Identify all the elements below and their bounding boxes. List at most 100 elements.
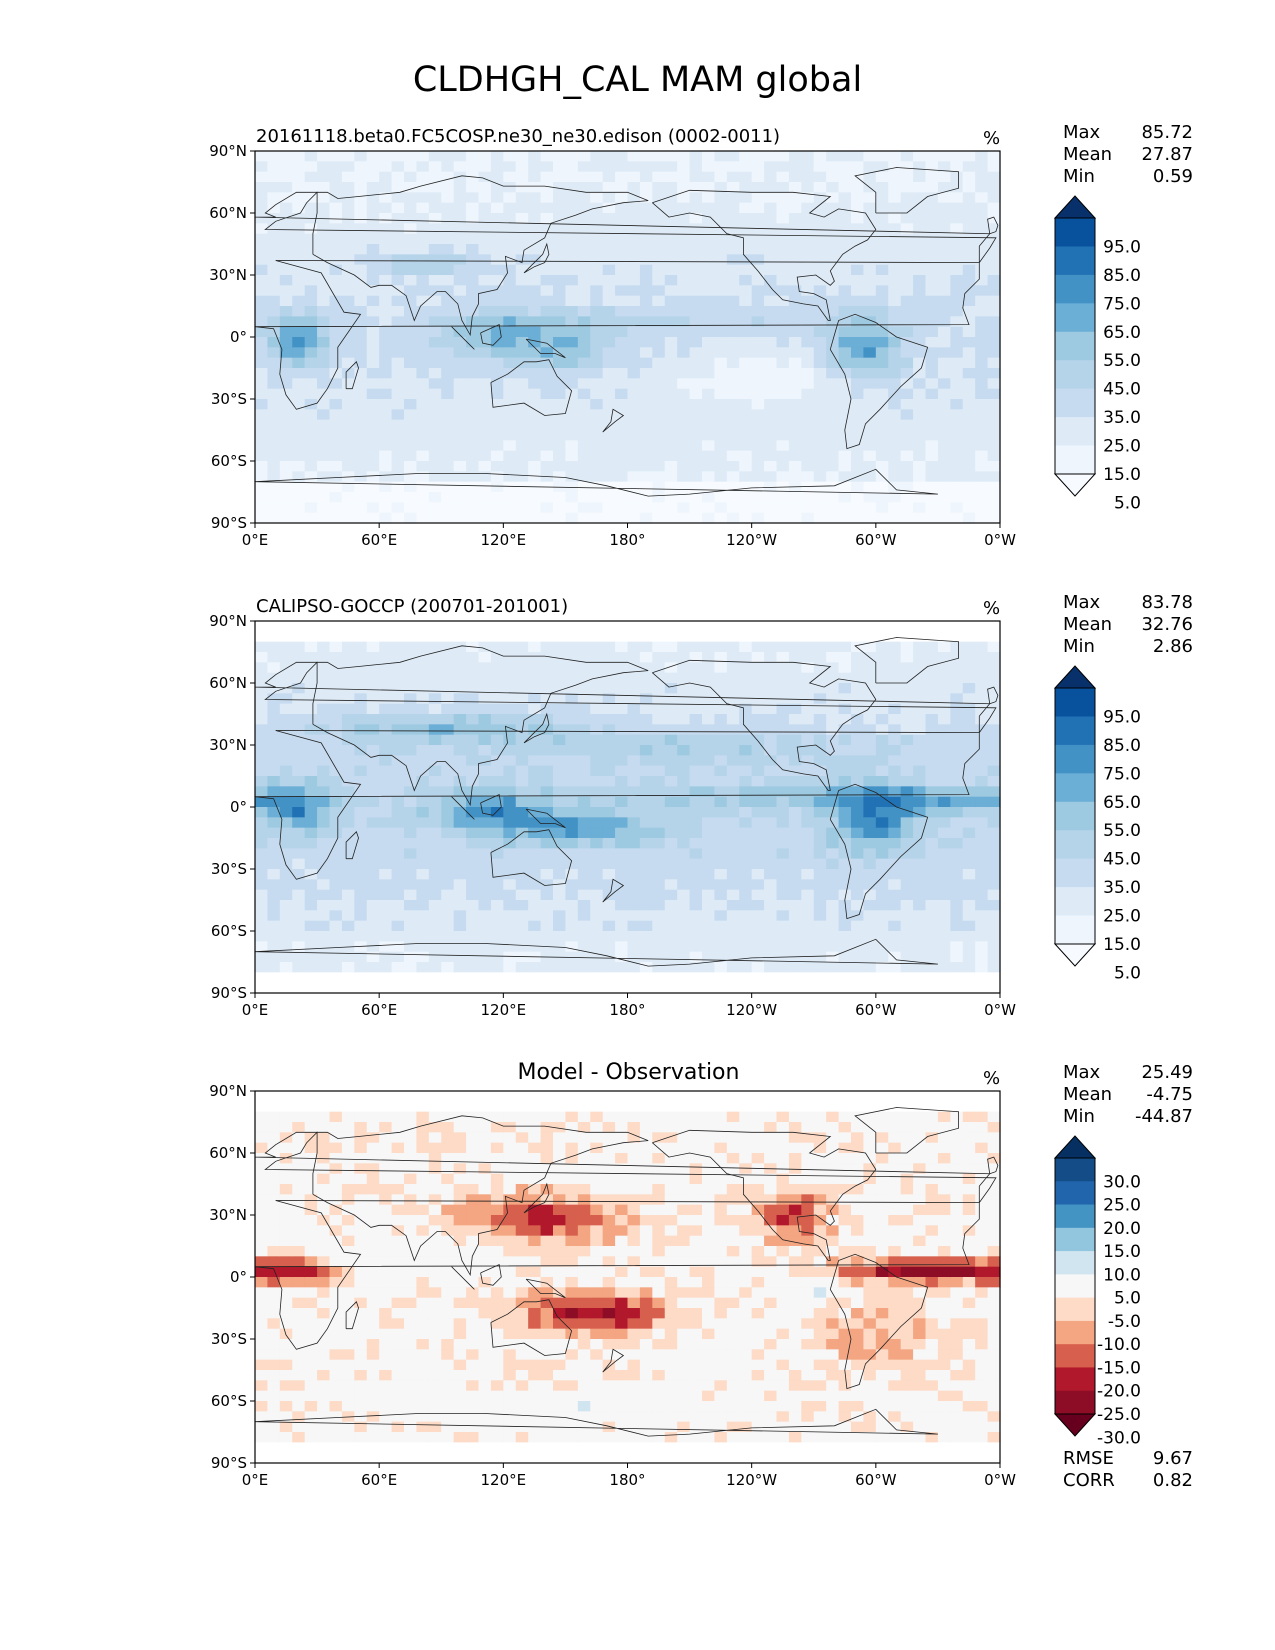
field-cell xyxy=(739,869,753,880)
field-cell xyxy=(292,1401,306,1412)
lon-tick-label: 60°E xyxy=(361,531,397,549)
field-cell xyxy=(490,683,504,694)
field-cell xyxy=(627,745,641,756)
field-cell xyxy=(615,900,629,911)
field-cell xyxy=(553,807,567,818)
field-cell xyxy=(913,409,927,421)
field-cell xyxy=(366,502,380,514)
field-cell xyxy=(838,233,852,245)
field-cell xyxy=(813,838,827,849)
field-cell xyxy=(975,440,989,452)
field-cell xyxy=(962,786,976,798)
field-cell xyxy=(764,765,778,777)
field-cell xyxy=(950,879,964,891)
field-cell xyxy=(863,941,877,953)
field-cell xyxy=(490,512,504,524)
field-cell xyxy=(652,337,666,348)
field-cell xyxy=(863,920,877,932)
field-cell xyxy=(354,161,368,173)
field-cell xyxy=(329,1194,343,1206)
field-cell xyxy=(702,368,716,379)
field-cell xyxy=(279,910,293,922)
field-cell xyxy=(317,461,331,472)
field-cell xyxy=(900,776,914,787)
field-cell xyxy=(962,662,976,674)
field-cell xyxy=(329,641,343,653)
field-cell xyxy=(478,662,492,674)
field-cell xyxy=(602,202,616,214)
field-cell xyxy=(702,233,716,245)
field-cell xyxy=(677,357,691,369)
field-cell xyxy=(788,786,802,798)
field-cell xyxy=(739,889,753,901)
field-cell xyxy=(987,161,1001,173)
field-cell xyxy=(851,755,865,767)
field-cell xyxy=(925,621,939,632)
field-cell xyxy=(416,796,430,808)
field-cell xyxy=(416,1256,430,1268)
field-cell xyxy=(627,409,641,421)
field-cell xyxy=(428,399,442,410)
field-cell xyxy=(801,161,815,173)
field-cell xyxy=(379,941,393,953)
field-cell xyxy=(577,652,591,663)
field-cell xyxy=(726,492,740,503)
field-cell xyxy=(366,233,380,245)
field-cell xyxy=(590,786,604,798)
field-cell xyxy=(292,1091,306,1102)
field-cell xyxy=(341,1432,355,1443)
field-cell xyxy=(565,182,579,193)
field-cell xyxy=(428,512,442,524)
field-cell xyxy=(292,244,306,255)
field-cell xyxy=(292,755,306,767)
field-cell xyxy=(540,171,554,183)
field-cell xyxy=(255,1432,269,1443)
field-cell xyxy=(639,683,653,694)
field-cell xyxy=(304,745,318,756)
field-cell xyxy=(379,1328,393,1340)
field-cell xyxy=(900,182,914,193)
field-cell xyxy=(317,275,331,286)
field-cell xyxy=(652,151,666,162)
field-cell xyxy=(329,388,343,400)
field-cell xyxy=(565,285,579,297)
field-cell xyxy=(490,388,504,400)
field-cell xyxy=(987,316,1001,328)
field-cell xyxy=(677,471,691,483)
field-cell xyxy=(615,931,629,942)
field-cell xyxy=(863,285,877,297)
field-cell xyxy=(888,900,902,911)
field-cell xyxy=(615,295,629,307)
field-cell xyxy=(267,450,281,462)
field-cell xyxy=(664,512,678,524)
field-cell xyxy=(540,662,554,674)
field-cell xyxy=(391,161,405,173)
field-cell xyxy=(788,796,802,808)
field-cell xyxy=(267,1194,281,1206)
field-cell xyxy=(615,461,629,472)
field-cell xyxy=(801,192,815,204)
field-cell xyxy=(851,223,865,235)
field-cell xyxy=(329,481,343,493)
field-cell xyxy=(726,182,740,193)
colorbar: 95.085.075.065.055.045.035.025.015.05.0 xyxy=(1053,665,1141,983)
field-cell xyxy=(478,703,492,715)
field-cell xyxy=(962,931,976,942)
field-cell xyxy=(304,941,318,953)
field-cell xyxy=(776,786,790,798)
field-cell xyxy=(317,1452,331,1464)
field-cell xyxy=(416,316,430,328)
field-cell xyxy=(317,409,331,421)
field-cell xyxy=(652,409,666,421)
field-cell xyxy=(341,962,355,973)
field-cell xyxy=(751,285,765,297)
field-cell xyxy=(503,337,517,348)
field-cell xyxy=(528,461,542,472)
field-cell xyxy=(391,337,405,348)
field-cell xyxy=(317,1194,331,1206)
field-cell xyxy=(702,621,716,632)
field-cell xyxy=(639,368,653,379)
field-cell xyxy=(317,1101,331,1113)
field-cell xyxy=(453,641,467,653)
field-cell xyxy=(652,745,666,756)
